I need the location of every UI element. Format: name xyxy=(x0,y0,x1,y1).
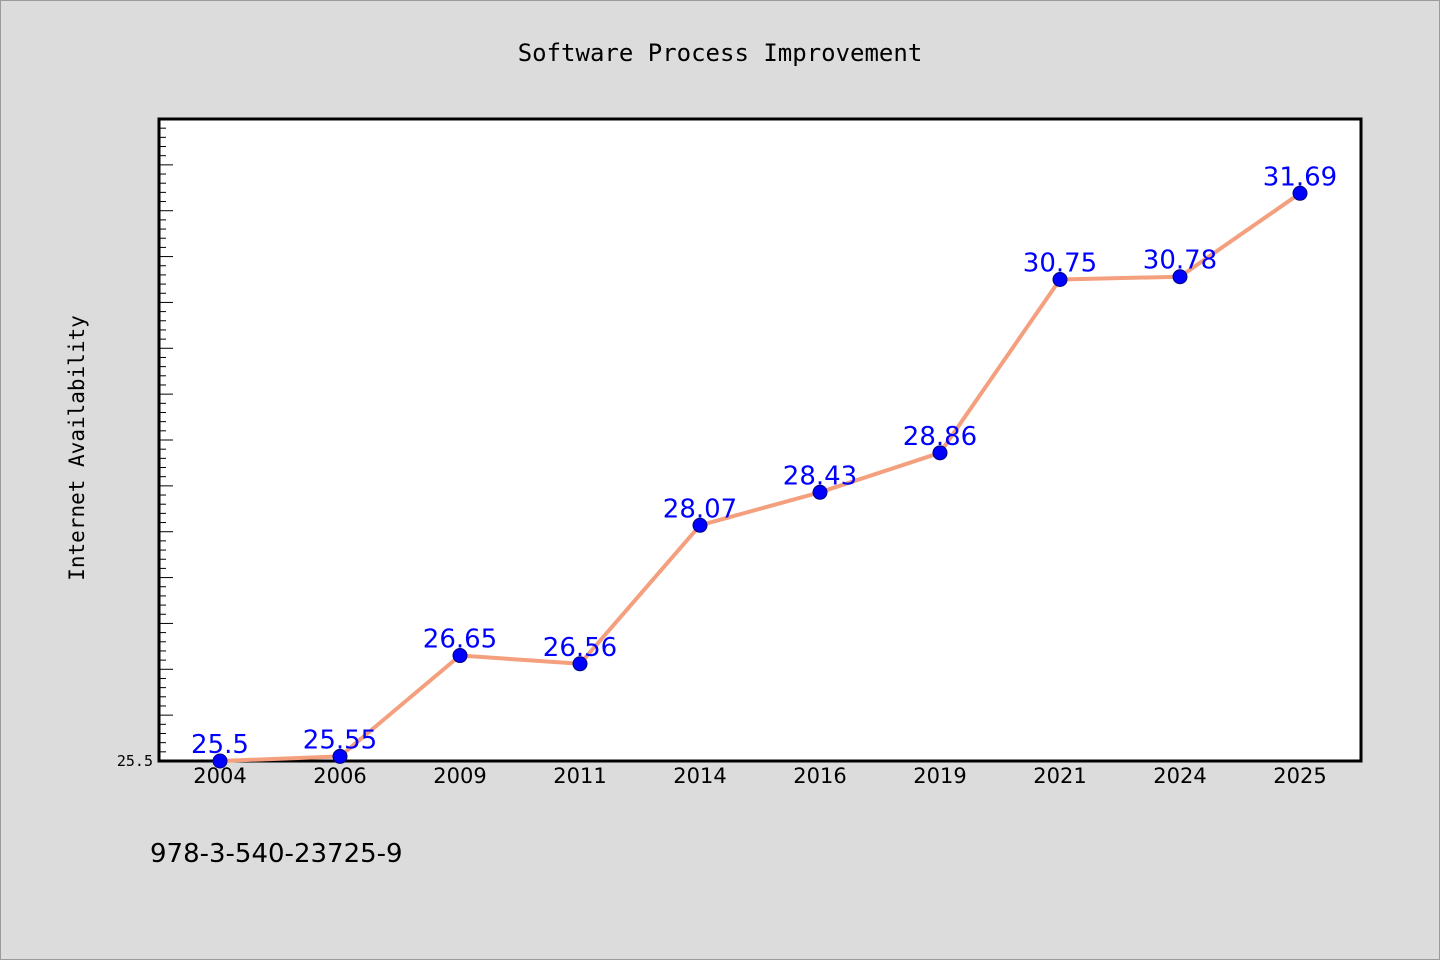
plot-area xyxy=(157,117,1363,763)
data-labels-layer: 25.5 25.55 26.65 26.56 28.07 28.43 28.86 30.75 3… xyxy=(191,162,1337,760)
data-point-marker xyxy=(452,648,468,664)
data-point-marker xyxy=(812,484,828,500)
data-markers-layer xyxy=(212,185,1308,769)
series-line xyxy=(219,191,1302,763)
data-point-marker xyxy=(572,656,588,672)
data-point-marker xyxy=(1172,269,1188,285)
data-label: 28.07 xyxy=(663,494,737,524)
data-label: 30.78 xyxy=(1143,246,1217,276)
x-tick-label: 2025 xyxy=(1273,764,1326,788)
x-tick-label: 2019 xyxy=(913,764,966,788)
y-axis-label: Internet Availability xyxy=(65,315,89,581)
data-point-marker xyxy=(1052,272,1068,287)
x-tick-label: 2021 xyxy=(1033,764,1086,788)
y-tick-label: 25.5 xyxy=(117,752,153,770)
x-tick-label: 2024 xyxy=(1153,764,1206,788)
data-label: 25.5 xyxy=(191,730,249,760)
chart-title: Software Process Improvement xyxy=(518,39,923,67)
data-label: 25.55 xyxy=(303,725,377,755)
y-axis-ticks xyxy=(159,127,173,762)
isbn-label: 978-3-540-23725-9 xyxy=(150,839,403,869)
data-label: 28.86 xyxy=(903,422,977,452)
data-label: 31.69 xyxy=(1263,162,1337,192)
data-point-marker xyxy=(932,445,948,461)
x-tick-label: 2011 xyxy=(553,764,606,788)
data-label: 28.43 xyxy=(783,461,857,491)
x-tick-label: 2006 xyxy=(313,764,366,788)
x-tick-label: 2014 xyxy=(673,764,726,788)
x-tick-label: 2009 xyxy=(433,764,486,788)
data-label: 30.75 xyxy=(1023,249,1097,279)
data-point-marker xyxy=(692,517,708,533)
data-point-marker xyxy=(212,753,228,769)
data-label: 26.65 xyxy=(423,625,497,655)
data-point-marker xyxy=(332,748,348,764)
data-point-marker xyxy=(1292,185,1308,201)
x-tick-label: 2016 xyxy=(793,764,846,788)
data-label: 26.56 xyxy=(543,633,617,663)
x-axis-tick-labels: 2004 2006 2009 2011 2014 2016 2019 2021 2024 2025 xyxy=(193,764,1326,788)
series-line-layer xyxy=(219,191,1302,763)
